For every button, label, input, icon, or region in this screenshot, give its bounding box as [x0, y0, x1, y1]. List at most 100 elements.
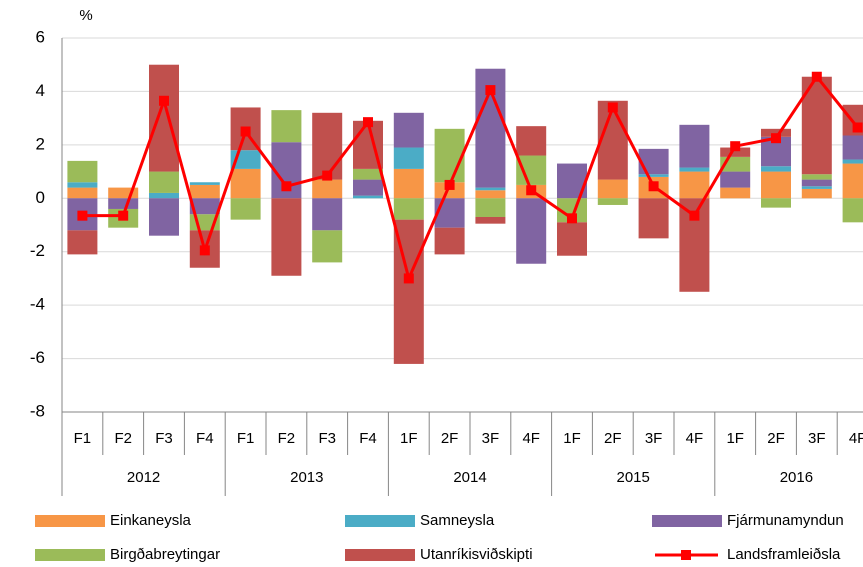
bar-segment: [801, 174, 832, 180]
line-marker: [485, 85, 496, 96]
bar-segment: [679, 124, 710, 168]
bar-segment: [189, 184, 220, 199]
legend-swatch: [345, 515, 415, 527]
bar-segment: [149, 171, 179, 193]
line-marker: [852, 122, 863, 133]
bar-segment: [230, 198, 261, 220]
line-marker: [403, 273, 414, 284]
legend-label: Einkaneysla: [110, 512, 192, 529]
x-tick-label: F3: [318, 430, 336, 447]
bar-segment: [638, 174, 669, 177]
bar-segment: [597, 100, 628, 180]
line-marker: [607, 102, 618, 113]
line-marker: [648, 181, 659, 192]
bar-segment: [475, 198, 506, 217]
legend-label: Samneysla: [420, 512, 495, 529]
bar-segment: [393, 168, 424, 199]
bar-segment: [720, 187, 751, 199]
group-label: 2015: [617, 469, 650, 486]
legend-swatch: [35, 515, 105, 527]
bar-segment: [679, 171, 710, 199]
bar-segment: [149, 192, 179, 199]
x-tick-label: 3F: [808, 430, 826, 447]
bar-segment: [312, 179, 343, 199]
y-tick-label: -2: [30, 241, 45, 260]
bar-segment: [842, 163, 863, 199]
legend-label: Birgðabreytingar: [110, 546, 220, 563]
legend-swatch: [35, 549, 105, 561]
bar-segment: [801, 179, 832, 187]
y-tick-label: 6: [36, 27, 45, 46]
bar-segment: [149, 64, 179, 172]
bar-segment: [353, 195, 383, 199]
y-tick-label: -8: [30, 401, 45, 420]
bar-segment: [475, 187, 506, 191]
legend-label: Landsframleiðsla: [727, 546, 841, 563]
line-marker: [322, 170, 333, 181]
bar-segment: [434, 182, 465, 199]
group-label: 2014: [453, 469, 486, 486]
bar-segment: [761, 166, 791, 172]
bar-segment: [108, 187, 139, 199]
bar-segment: [108, 198, 139, 209]
line-marker: [567, 213, 577, 224]
x-tick-label: 4F: [522, 430, 540, 447]
y-tick-label: 0: [36, 188, 45, 207]
line-marker: [240, 126, 251, 137]
bar-segment: [312, 198, 343, 231]
bar-segment: [271, 110, 302, 143]
x-tick-label: F2: [278, 430, 296, 447]
x-tick-label: F4: [359, 430, 377, 447]
bar-segment: [516, 198, 547, 264]
line-marker: [281, 181, 292, 192]
line-series: [82, 74, 859, 283]
legend-marker: [681, 550, 691, 560]
bar-segment: [475, 190, 506, 199]
line-marker: [689, 210, 700, 221]
x-tick-label: F1: [237, 430, 255, 447]
x-tick-label: 3F: [645, 430, 663, 447]
bar-segment: [149, 198, 179, 236]
group-label: 2013: [290, 469, 323, 486]
bar-segment: [434, 198, 465, 228]
x-tick-label: 1F: [726, 430, 744, 447]
bar-segment: [638, 198, 669, 239]
x-tick-label: F4: [196, 430, 214, 447]
line-marker: [118, 210, 129, 221]
legend-swatch: [652, 515, 722, 527]
bar-segment: [271, 198, 302, 276]
bar-segment: [312, 112, 343, 180]
bar-segment: [434, 227, 465, 255]
bar-segment: [761, 128, 791, 137]
y-tick-label: 2: [36, 134, 45, 153]
x-tick-label: 1F: [563, 430, 581, 447]
line-marker: [363, 117, 373, 128]
x-tick-label: 1F: [400, 430, 418, 447]
x-tick-label: 2F: [441, 430, 459, 447]
line-marker: [444, 179, 455, 190]
x-tick-label: 4F: [849, 430, 863, 447]
bar-segment: [842, 198, 863, 223]
bar-segment: [312, 230, 343, 263]
bar-segment: [393, 112, 424, 148]
bar-segment: [353, 168, 383, 180]
bar-segment: [393, 147, 424, 169]
y-tick-label: -4: [30, 295, 45, 314]
line-marker: [526, 185, 537, 196]
bar-segment: [189, 182, 220, 185]
bar-segment: [801, 186, 832, 189]
line-marker: [77, 210, 88, 221]
bar-segment: [842, 135, 863, 160]
bar-segment: [516, 155, 547, 185]
bar-segment: [597, 179, 628, 199]
bar-segment: [761, 198, 791, 208]
bar-segment: [393, 198, 424, 220]
bar-segment: [67, 160, 98, 183]
bar-segment: [557, 222, 587, 256]
bar-segment: [720, 171, 751, 188]
group-label: 2016: [780, 469, 813, 486]
x-tick-label: F1: [74, 430, 92, 447]
x-tick-label: F2: [114, 430, 132, 447]
line-marker: [159, 95, 169, 106]
